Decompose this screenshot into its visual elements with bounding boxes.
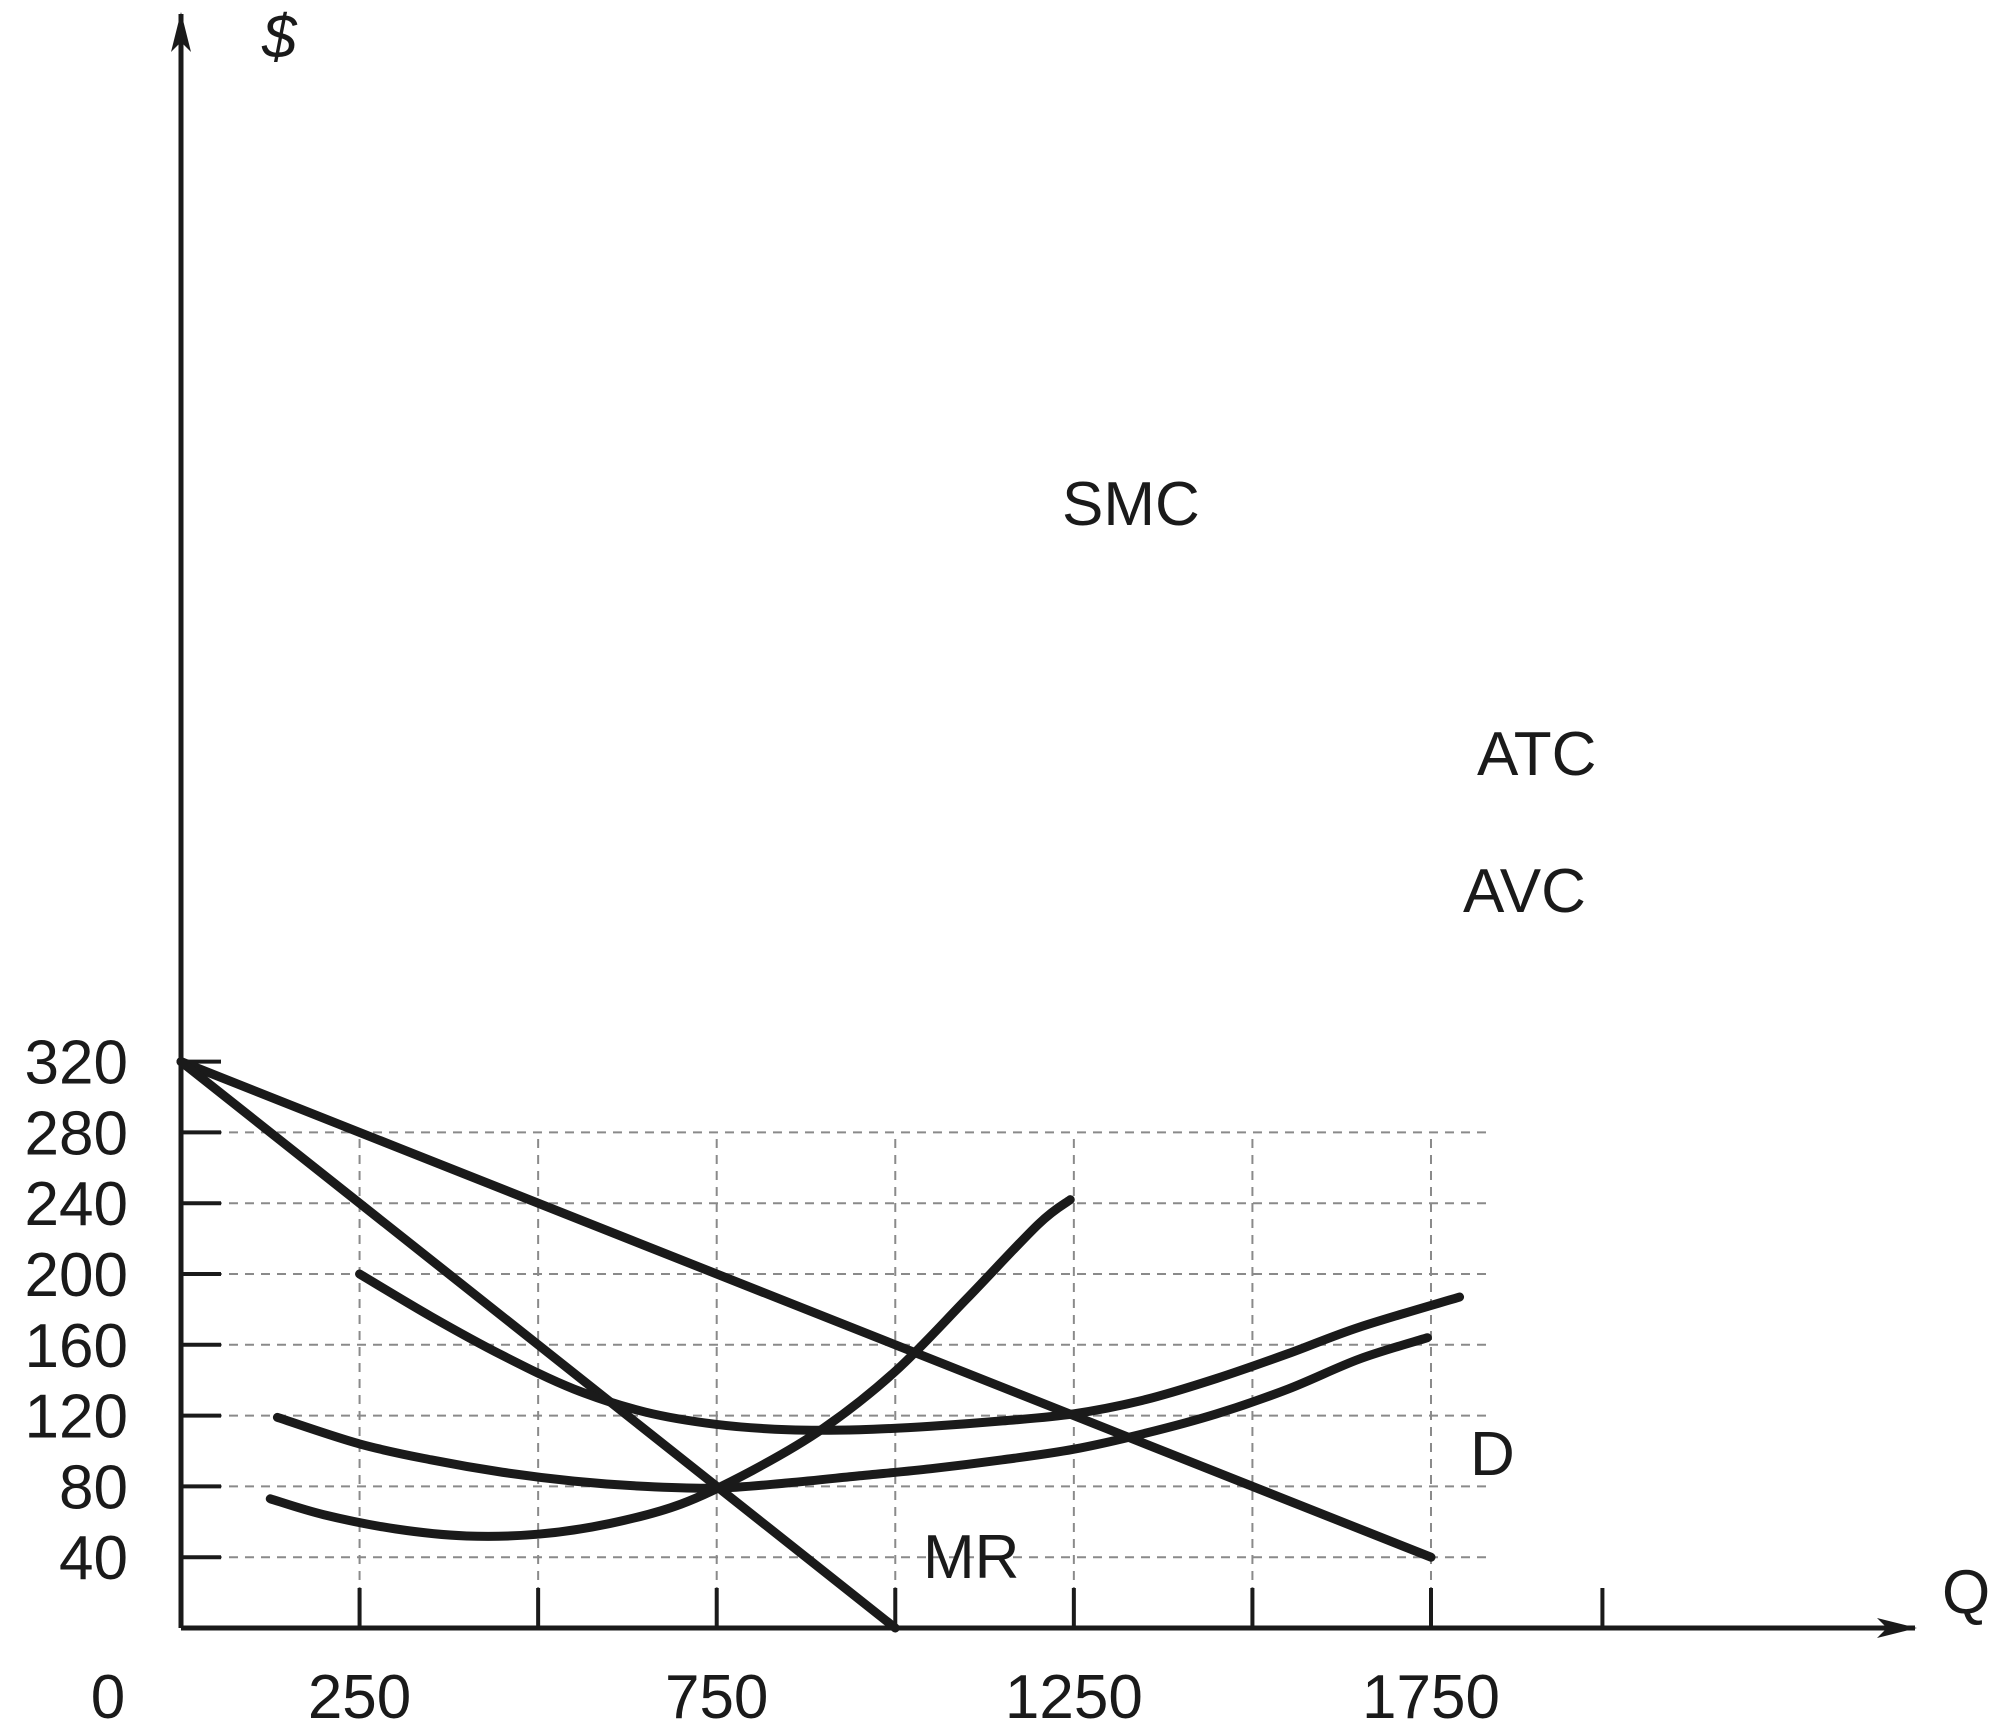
y-tick-label: 160 [25,1312,128,1381]
y-tick-label: 40 [59,1524,128,1593]
avc-label: AVC [1463,857,1586,926]
grid [181,1131,1489,1628]
mr-curve [176,1057,900,1633]
x-axis-title: Q [1942,1558,1990,1627]
x-tick-label: 1250 [1005,1663,1143,1731]
atc-label: ATC [1477,720,1596,789]
smc-label: SMC [1062,470,1200,539]
y-tick-label: 240 [25,1170,128,1239]
d-curve [176,1057,1436,1562]
y-tick-label: 120 [25,1383,128,1452]
x-tick-label: 250 [308,1663,411,1731]
x-tick-label: 750 [665,1663,768,1731]
axis-ticks [181,1059,1605,1628]
y-tick-label: 280 [25,1099,128,1168]
x-tick-label: 1750 [1362,1663,1500,1731]
y-tick-label: 80 [59,1453,128,1522]
curves [176,1057,1465,1633]
atc-curve [355,1269,1465,1435]
axes [171,12,1917,1638]
y-axis-title: $ [261,3,298,72]
smc-curve [265,1195,1075,1541]
x-tick-label: 0 [91,1663,125,1731]
avc-curve [272,1333,1432,1493]
y-tick-label: 200 [25,1241,128,1310]
d-label: D [1470,1420,1515,1489]
y-tick-label: 320 [25,1029,128,1098]
mr-label: MR [923,1523,1019,1592]
